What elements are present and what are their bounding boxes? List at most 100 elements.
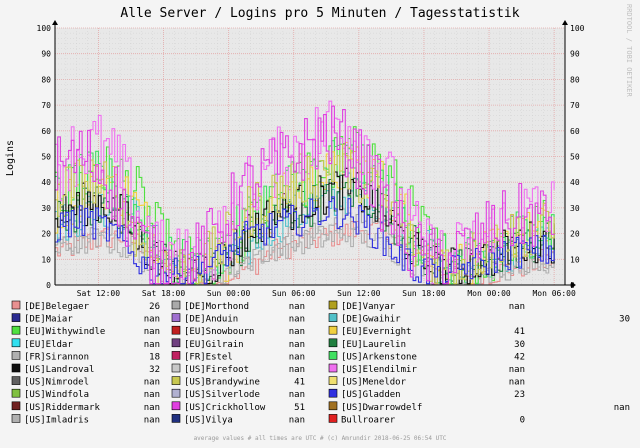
y-tick-label-right: 30: [570, 204, 580, 213]
legend-label: [US]Elendilmir: [341, 365, 417, 375]
tick-labels: 0 0 10 10 20 20 30 30 40 40 50 50 60 60 70 70 80 80 90 90 10…: [37, 24, 585, 298]
legend-swatch: [171, 414, 181, 423]
legend-value: nan: [289, 327, 305, 337]
legend-swatch: [171, 363, 181, 373]
legend-swatch: [328, 300, 338, 310]
y-tick-label-left: 80: [41, 75, 51, 84]
legend-swatch: [171, 300, 181, 310]
legend-value: nan: [289, 352, 305, 362]
y-tick-label-right: 60: [570, 127, 580, 136]
y-tick-label-right: 40: [570, 178, 580, 187]
legend-swatch: [11, 388, 21, 398]
legend-value: nan: [509, 365, 525, 375]
legend-label: [EU]Withywindle: [24, 327, 105, 337]
watermark: RRDTOOL / TOBI OETIKER: [625, 4, 633, 98]
legend-value: 23: [514, 390, 525, 400]
legend-label: [US]Silverlode: [184, 390, 260, 400]
legend-value: nan: [289, 365, 305, 375]
legend-value: nan: [144, 415, 160, 425]
legend-value: nan: [144, 340, 160, 350]
legend-swatch: [171, 376, 181, 385]
y-axis-label: Logins: [5, 140, 16, 176]
legend-swatch: [328, 351, 338, 360]
legend-value: nan: [144, 315, 160, 325]
x-tick-label: Sat 12:00: [77, 289, 121, 298]
legend-swatch: [171, 351, 181, 360]
legend-value: nan: [144, 403, 160, 413]
x-tick-label: Sat 18:00: [142, 289, 186, 298]
legend-swatch: [171, 388, 181, 398]
legend-label: [EU]Evernight: [341, 327, 411, 337]
legend-label: [EU]Eldar: [24, 340, 73, 350]
legend-swatch: [328, 363, 338, 373]
y-tick-label-left: 0: [46, 281, 51, 290]
legend-label: [EU]Laurelin: [341, 340, 406, 350]
legend-value: 26: [149, 302, 160, 312]
y-tick-label-right: 10: [570, 255, 580, 264]
legend-value: 18: [149, 352, 160, 362]
axes: [52, 20, 576, 288]
legend-swatch: [11, 363, 21, 373]
legend-swatch: [11, 325, 21, 335]
series-layer: [55, 100, 555, 285]
legend-label: [EU]Gilrain: [184, 340, 244, 350]
legend-label: [US]Brandywine: [184, 378, 260, 388]
x-tick-label: Mon 06:00: [532, 289, 576, 298]
legend-label: [DE]Maiar: [24, 315, 73, 325]
legend-label: [US]Firefoot: [184, 365, 249, 375]
series-line--us-crickhollow: [55, 105, 555, 285]
legend-value: nan: [289, 302, 305, 312]
legend-swatch: [328, 376, 338, 385]
x-axis-arrow: [571, 282, 576, 288]
legend-swatch: [171, 313, 181, 322]
series-line--us-gladden: [55, 196, 555, 285]
y-tick-label-left: 90: [41, 50, 51, 59]
legend-value: nan: [144, 378, 160, 388]
legend-swatch: [11, 313, 21, 322]
legend-swatch: [11, 351, 21, 360]
legend-label: [DE]Anduin: [184, 315, 238, 325]
footer-note: average values # all times are UTC # (c)…: [194, 435, 447, 442]
legend-label: [US]Gladden: [341, 390, 401, 400]
legend-value: nan: [289, 390, 305, 400]
legend-value: nan: [289, 415, 305, 425]
legend-label: [US]Windfola: [24, 390, 89, 400]
legend-label: [US]Dwarrowdelf: [341, 403, 422, 413]
x-tick-label: Sun 12:00: [337, 289, 381, 298]
y-tick-label-left: 20: [41, 230, 51, 239]
legend-swatch: [328, 338, 338, 348]
legend-label: [DE]Vanyar: [341, 302, 396, 312]
y-tick-label-left: 70: [41, 101, 51, 110]
legend: [DE]Belegaer 26 [DE]Morthond nan [DE]Vanyar n…: [11, 300, 630, 425]
x-tick-label: Mon 00:00: [467, 289, 511, 298]
legend-value: 41: [294, 378, 305, 388]
legend-value: 30: [514, 340, 525, 350]
y-axis-right-arrow: [562, 20, 568, 25]
legend-value: nan: [289, 315, 305, 325]
y-tick-label-left: 50: [41, 153, 51, 162]
y-tick-label-right: 70: [570, 101, 580, 110]
legend-label: [US]Imladris: [24, 415, 89, 425]
y-tick-label-left: 30: [41, 204, 51, 213]
legend-label: [US]Meneldor: [341, 378, 407, 388]
y-tick-label-left: 10: [41, 255, 51, 264]
legend-value: 42: [514, 352, 525, 362]
legend-label: [US]Nimrodel: [24, 378, 89, 388]
legend-swatch: [11, 376, 21, 385]
y-axis-left-arrow: [52, 20, 58, 25]
y-tick-label-left: 40: [41, 178, 51, 187]
chart-title: Alle Server / Logins pro 5 Minuten / Tag…: [120, 6, 519, 21]
legend-swatch: [328, 388, 338, 398]
legend-value: 30: [619, 315, 630, 325]
legend-swatch: [11, 414, 21, 423]
legend-value: nan: [144, 390, 160, 400]
legend-value: nan: [614, 403, 630, 413]
x-tick-label: Sun 18:00: [402, 289, 446, 298]
legend-swatch: [171, 401, 181, 411]
legend-label: [DE]Gwaihir: [341, 315, 401, 325]
legend-swatch: [171, 338, 181, 348]
x-tick-label: Sun 06:00: [272, 289, 316, 298]
y-tick-label-right: 100: [570, 24, 585, 33]
legend-value: nan: [144, 327, 160, 337]
